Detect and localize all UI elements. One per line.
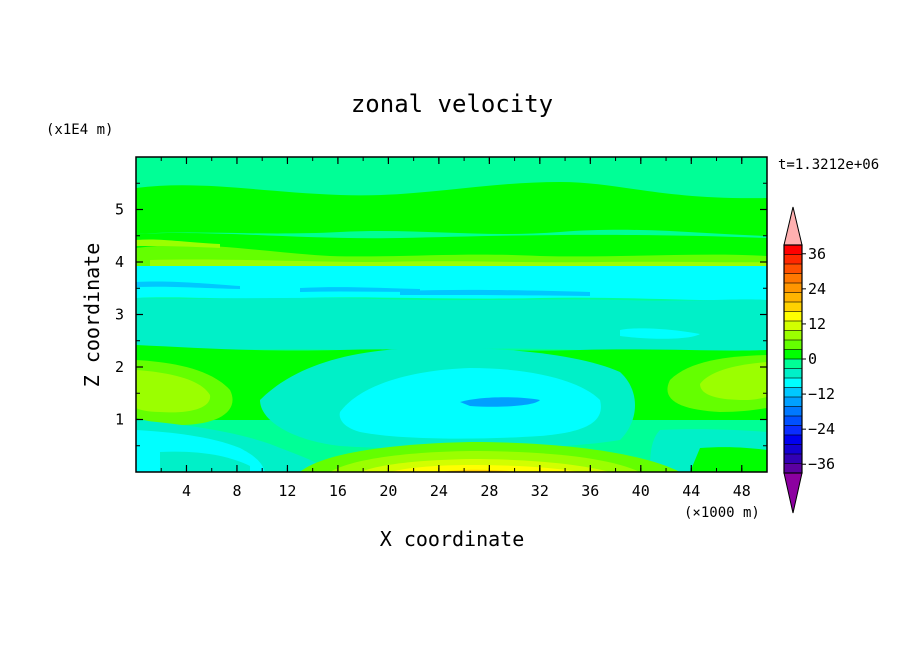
y-axis: 1 2 3 4 5 [115,182,767,447]
colorbar-tick-label: −24 [808,420,835,438]
contour-region-dome-blue [460,397,540,407]
contour-region-blue-streak-2 [300,287,420,292]
colorbar-tick-label: 12 [808,315,826,333]
x-tick-label: 8 [232,482,241,500]
y-unit-label: (x1E4 m) [46,122,113,138]
colorbar-swatch [783,406,803,417]
colorbar-swatch [783,425,803,436]
x-axis: 4 8 12 16 20 24 28 32 36 40 44 48 [160,157,751,500]
y-axis-title: Z coordinate [80,243,104,388]
x-tick-label: 32 [531,482,549,500]
colorbar-swatch [783,311,803,322]
colorbar-extend-top [783,206,803,246]
contour-region-cyan-layer [136,266,767,301]
x-tick-label: 28 [480,482,498,500]
colorbar-swatch [783,434,803,446]
colorbar-swatch [783,244,803,256]
colorbar-swatch [783,387,803,398]
colorbar-swatch [783,368,803,379]
colorbar-swatch [783,463,803,474]
contour-region-left-blob-inner [136,370,211,413]
colorbar-swatch [783,339,803,351]
y-tick-label: 5 [115,201,124,219]
x-tick-label: 20 [379,482,397,500]
contour-region-yellowgreen-band [136,245,767,266]
x-tick-label: 24 [430,482,448,500]
y-tick-label: 3 [115,306,124,324]
colorbar-tick-label: −12 [808,385,835,403]
colorbar-swatch [783,292,803,303]
colorbar-swatch [783,320,803,332]
contour-region-lower-right-green [690,447,767,472]
contour-field [136,157,767,472]
y-tick-label: 1 [115,411,124,429]
contour-region-green-upper [136,182,767,236]
colorbar-swatch [783,349,803,360]
contour-region-blue-streak-1 [136,281,240,289]
contour-region-jet-yellow [390,465,580,472]
x-tick-label: 44 [682,482,700,500]
colorbar-swatch [783,263,803,275]
contour-region-right-blob-inner [700,362,767,400]
contour-region-lower-left-seagreen-2 [160,451,250,472]
colorbar-swatch [783,444,803,455]
colorbar-tick-label: −36 [808,455,835,473]
colorbar-swatch [783,377,803,389]
colorbar-swatch [783,301,803,313]
y-tick-label: 2 [115,358,124,376]
colorbar-swatch [783,415,803,427]
colorbar-extend-bottom [783,472,803,514]
x-tick-label: 36 [581,482,599,500]
contour-region-yellow-streak [150,259,767,268]
chart-title: zonal velocity [351,90,553,118]
y-tick-label: 4 [115,253,124,271]
time-label: t=1.3212e+06 [778,157,879,173]
contour-region-lime-streak-top [136,239,220,248]
contour-region-blue-streak-3 [400,289,590,296]
x-unit-label: (×1000 m) [684,505,760,521]
contour-region-cyan-patch-right [620,328,700,339]
x-tick-label: 12 [278,482,296,500]
colorbar-tick-label: 0 [808,350,817,368]
colorbar-tick-label: 24 [808,280,826,298]
x-tick-label: 16 [329,482,347,500]
colorbar-swatch [783,254,803,265]
colorbar: 36 24 12 0 −12 −24 −36 [783,206,835,514]
x-axis-title: X coordinate [380,527,525,551]
colorbar-swatch [783,358,803,370]
colorbar-swatch [783,330,803,341]
contour-region-seagreen-middle [136,297,767,352]
colorbar-swatch [783,453,803,465]
colorbar-swatch [783,273,803,284]
colorbar-swatch [783,282,803,294]
colorbar-tick-label: 36 [808,245,826,263]
x-tick-label: 48 [733,482,751,500]
x-tick-label: 4 [182,482,191,500]
colorbar-swatch [783,396,803,408]
x-tick-label: 40 [632,482,650,500]
